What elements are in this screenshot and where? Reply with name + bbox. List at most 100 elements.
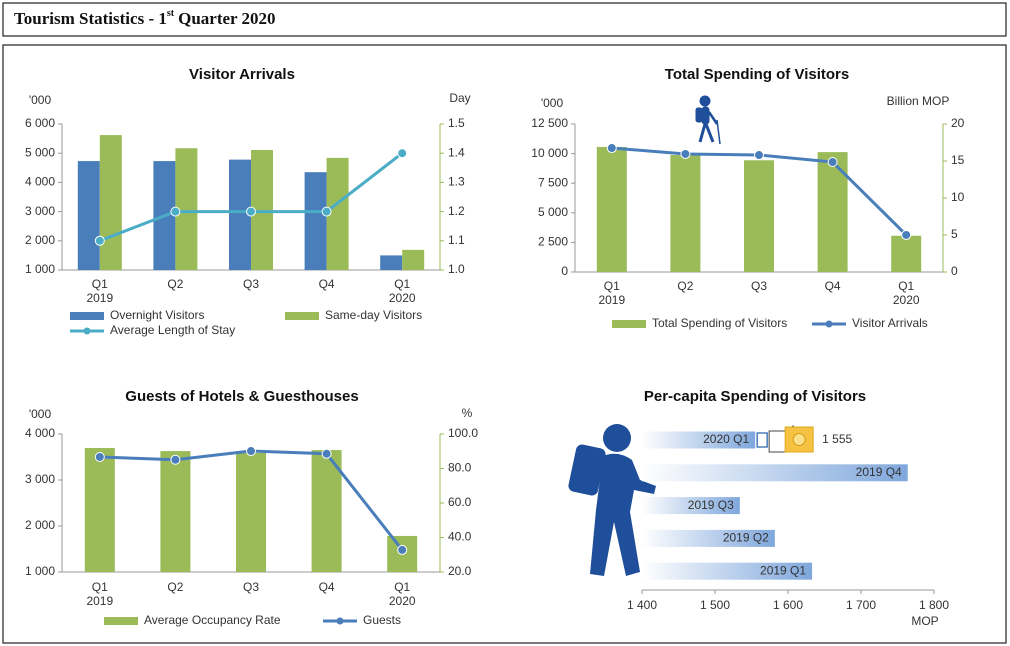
y2-tick-label: 60.0 <box>448 495 472 509</box>
x-tick-label: Q4 <box>319 580 335 594</box>
y2-tick-label: 1.0 <box>448 262 465 276</box>
bar <box>642 431 756 449</box>
y2-tick-label: 20 <box>951 116 965 130</box>
legend-swatch <box>336 617 344 625</box>
y2-axis-unit: Day <box>449 91 470 105</box>
header-box <box>2 2 1007 37</box>
x-tick-label: 2020 <box>389 291 416 305</box>
x-tick-label: 2019 <box>598 293 625 307</box>
point <box>680 148 691 159</box>
legend-swatch <box>825 320 833 328</box>
x-axis-unit: MOP <box>911 614 938 628</box>
point <box>827 157 838 168</box>
legend-swatch <box>285 312 319 320</box>
chart-title: Total Spending of Visitors <box>665 66 849 83</box>
y2-tick-label: 1.2 <box>448 204 465 218</box>
point <box>397 544 408 555</box>
legend-label: Total Spending of Visitors <box>652 316 787 330</box>
y-axis-unit: '000 <box>541 96 564 110</box>
legend-label: Average Occupancy Rate <box>144 613 281 627</box>
point <box>170 206 181 217</box>
y2-tick-label: 40.0 <box>448 530 472 544</box>
x-tick-label: Q1 <box>92 580 108 594</box>
y2-tick-label: 100.0 <box>448 426 478 440</box>
y2-axis-unit: % <box>462 406 473 420</box>
bar <box>380 255 403 270</box>
y-tick-label: 2 000 <box>25 518 55 532</box>
y-axis-unit: '000 <box>29 407 52 421</box>
legend-swatch <box>104 617 138 625</box>
x-tick-label: Q3 <box>751 279 767 293</box>
bar <box>744 160 774 272</box>
x-tick-label: 1 500 <box>700 598 730 612</box>
bar <box>642 562 813 580</box>
chart-title: Per-capita Spending of Visitors <box>644 388 866 405</box>
x-tick-label: 1 700 <box>846 598 876 612</box>
point <box>246 206 256 217</box>
y-tick-label: 1 000 <box>25 564 55 578</box>
bar <box>642 529 775 547</box>
x-tick-label: 2019 <box>86 291 113 305</box>
title-rest: Quarter 2020 <box>178 9 275 28</box>
y2-tick-label: 10 <box>951 190 965 204</box>
y2-tick-label: 1.3 <box>448 175 465 189</box>
bar <box>77 161 100 270</box>
x-tick-label: Q4 <box>825 279 841 293</box>
y-tick-label: 0 <box>561 264 568 278</box>
bar <box>891 235 922 272</box>
header-title: Tourism Statistics - 1st Quarter 2020 <box>14 8 276 28</box>
value-label: 1 555 <box>822 432 852 446</box>
point <box>901 229 912 240</box>
y-tick-label: 12 500 <box>531 116 568 130</box>
x-tick-label: Q1 <box>604 279 620 293</box>
x-tick-label: Q1 <box>898 279 914 293</box>
bar-label: 2019 Q4 <box>856 465 902 479</box>
bar <box>236 452 266 572</box>
x-tick-label: Q3 <box>243 580 259 594</box>
point <box>94 452 105 462</box>
point <box>397 148 408 159</box>
chart-title: Visitor Arrivals <box>189 66 295 83</box>
legend-label: Average Length of Stay <box>110 323 235 337</box>
point <box>170 454 181 465</box>
bar-label: 2020 Q1 <box>703 432 749 446</box>
x-tick-label: 1 600 <box>773 598 803 612</box>
x-tick-label: 1 800 <box>919 598 949 612</box>
bar <box>99 135 122 270</box>
bar <box>311 450 342 572</box>
x-tick-label: Q4 <box>319 277 335 291</box>
bar-label: 2019 Q1 <box>760 563 806 577</box>
legend-label: Guests <box>363 613 401 627</box>
legend-label: Overnight Visitors <box>110 308 204 322</box>
bar <box>642 497 740 515</box>
traveller-icon <box>568 424 656 576</box>
y-tick-label: 2 500 <box>538 235 568 249</box>
legend-label: Visitor Arrivals <box>852 316 928 330</box>
bar <box>817 152 848 272</box>
bar <box>596 146 627 272</box>
y2-tick-label: 5 <box>951 227 958 241</box>
x-tick-label: Q2 <box>677 279 693 293</box>
point <box>754 150 764 161</box>
y2-axis-unit: Billion MOP <box>887 94 950 108</box>
y-tick-label: 3 000 <box>25 204 55 218</box>
bar <box>229 159 251 270</box>
y-tick-label: 5 000 <box>538 205 568 219</box>
y-tick-label: 2 000 <box>25 233 55 247</box>
bar <box>642 464 908 482</box>
y-tick-label: 10 000 <box>531 146 568 160</box>
y-tick-label: 4 000 <box>25 175 55 189</box>
point <box>94 235 105 246</box>
bar <box>326 157 349 270</box>
y2-tick-label: 20.0 <box>448 564 472 578</box>
money-icon <box>792 433 806 446</box>
bar <box>84 447 115 572</box>
bar <box>175 148 198 270</box>
panel <box>2 44 1007 644</box>
x-tick-label: 2020 <box>893 293 920 307</box>
legend-swatch <box>612 320 646 328</box>
y-tick-label: 5 000 <box>25 145 55 159</box>
y2-tick-label: 0 <box>951 264 958 278</box>
y-tick-label: 7 500 <box>538 175 568 189</box>
